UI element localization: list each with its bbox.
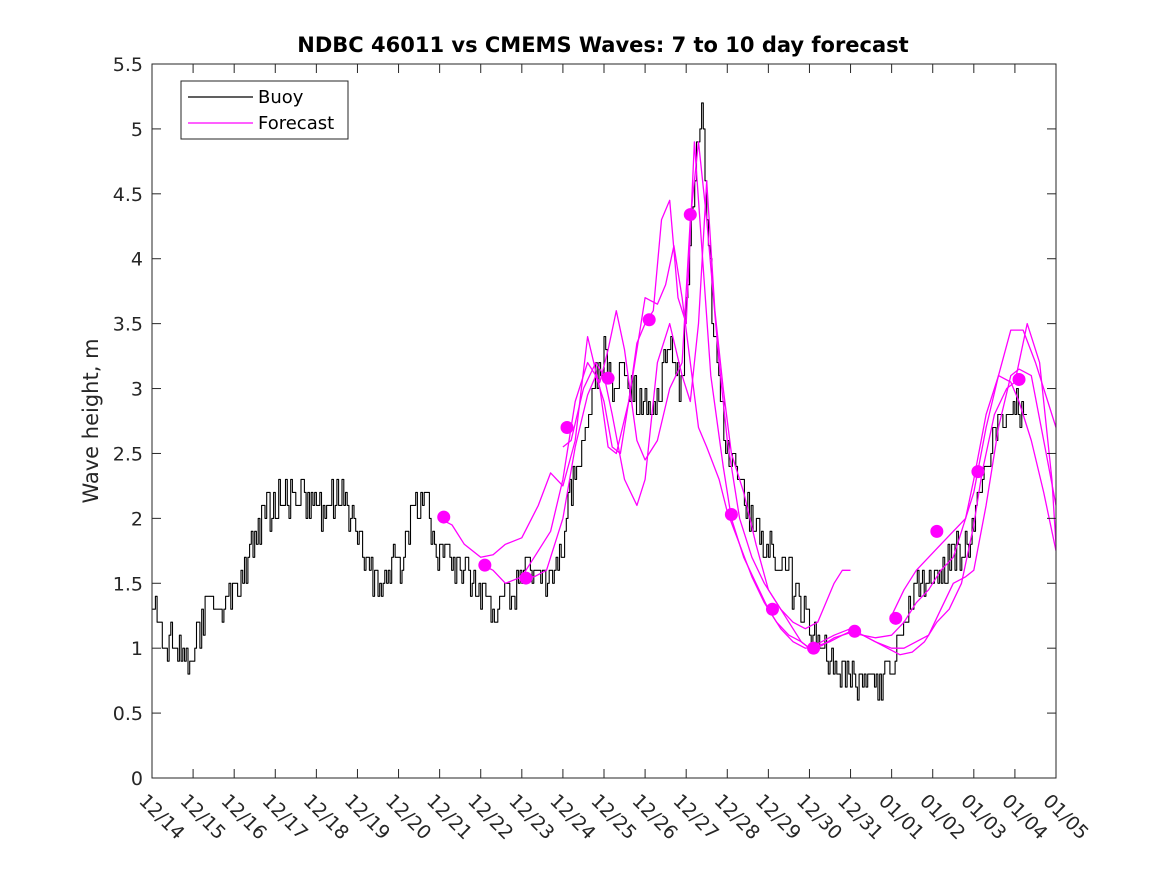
legend-buoy-label: Buoy bbox=[258, 87, 304, 108]
forecast-series-line bbox=[439, 245, 1056, 649]
forecast-marker bbox=[560, 420, 574, 434]
forecast-marker bbox=[971, 465, 985, 479]
forecast-marker bbox=[889, 611, 903, 625]
forecast-marker bbox=[848, 624, 862, 638]
forecast-marker bbox=[642, 313, 656, 327]
y-tick-label: 2.5 bbox=[113, 443, 143, 465]
forecast-marker bbox=[807, 641, 821, 655]
forecast-marker bbox=[601, 371, 615, 385]
y-tick-label: 1.5 bbox=[113, 573, 143, 595]
buoy-series-line bbox=[152, 102, 1027, 701]
legend: Buoy Forecast bbox=[180, 80, 349, 140]
forecast-marker bbox=[478, 558, 492, 572]
series-layer bbox=[152, 102, 1056, 701]
forecast-marker bbox=[1012, 372, 1026, 386]
y-tick-label: 2 bbox=[131, 508, 143, 530]
forecast-marker bbox=[683, 208, 697, 222]
forecast-marker bbox=[437, 510, 451, 524]
y-tick-label: 3 bbox=[131, 379, 143, 401]
forecast-marker bbox=[930, 524, 944, 538]
y-tick-label: 0.5 bbox=[113, 703, 143, 725]
forecast-series-line bbox=[480, 141, 1056, 649]
chart-title: NDBC 46011 vs CMEMS Waves: 7 to 10 day f… bbox=[297, 33, 908, 57]
forecast-marker bbox=[519, 571, 533, 585]
y-tick-label: 5 bbox=[131, 119, 143, 141]
y-tick-label: 4 bbox=[131, 249, 143, 271]
y-tick-label: 1 bbox=[131, 638, 143, 660]
y-tick-label: 0 bbox=[131, 768, 143, 790]
forecast-marker bbox=[765, 602, 779, 616]
legend-forecast-label: Forecast bbox=[258, 113, 334, 134]
legend-box bbox=[180, 80, 349, 140]
forecast-series-line bbox=[891, 329, 1056, 616]
y-tick-label: 5.5 bbox=[113, 54, 143, 76]
y-axis-label: Wave height, m bbox=[79, 338, 103, 503]
forecast-series-line bbox=[562, 180, 851, 630]
y-tick-label: 4.5 bbox=[113, 184, 143, 206]
y-tick-label: 3.5 bbox=[113, 314, 143, 336]
forecast-marker bbox=[724, 507, 738, 521]
